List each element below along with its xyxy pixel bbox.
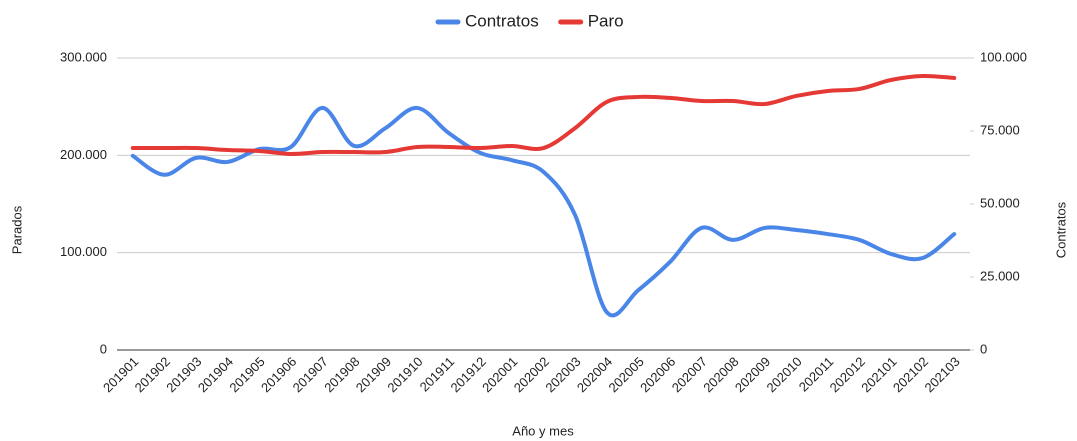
x-tick-label: 201910: [384, 354, 425, 395]
y2-tick-label: 100.000: [980, 49, 1027, 64]
legend-label: Contratos: [465, 11, 539, 30]
legend-label: Paro: [588, 11, 624, 30]
y2-tick-label: 25.000: [980, 268, 1020, 283]
y-tick-label: 300.000: [60, 49, 107, 64]
legend: Contratos Paro: [435, 11, 624, 30]
y2-tick-label: 75.000: [980, 122, 1020, 137]
y-tick-label: 200.000: [60, 147, 107, 162]
y-tick-label: 100.000: [60, 244, 107, 259]
y-tick-label: 0: [100, 341, 107, 356]
x-axis-title: Año y mes: [512, 423, 574, 438]
line-series: [130, 105, 957, 318]
x-tick-label: 202010: [764, 354, 805, 395]
y2-axis-title: Contratos: [1053, 201, 1068, 258]
x-tick-label: 202103: [921, 354, 962, 395]
y-axis-title: Parados: [9, 205, 24, 254]
y2-tick-label: 50.000: [980, 195, 1020, 210]
line-series: [130, 73, 957, 156]
y2-tick-label: 0: [980, 341, 987, 356]
